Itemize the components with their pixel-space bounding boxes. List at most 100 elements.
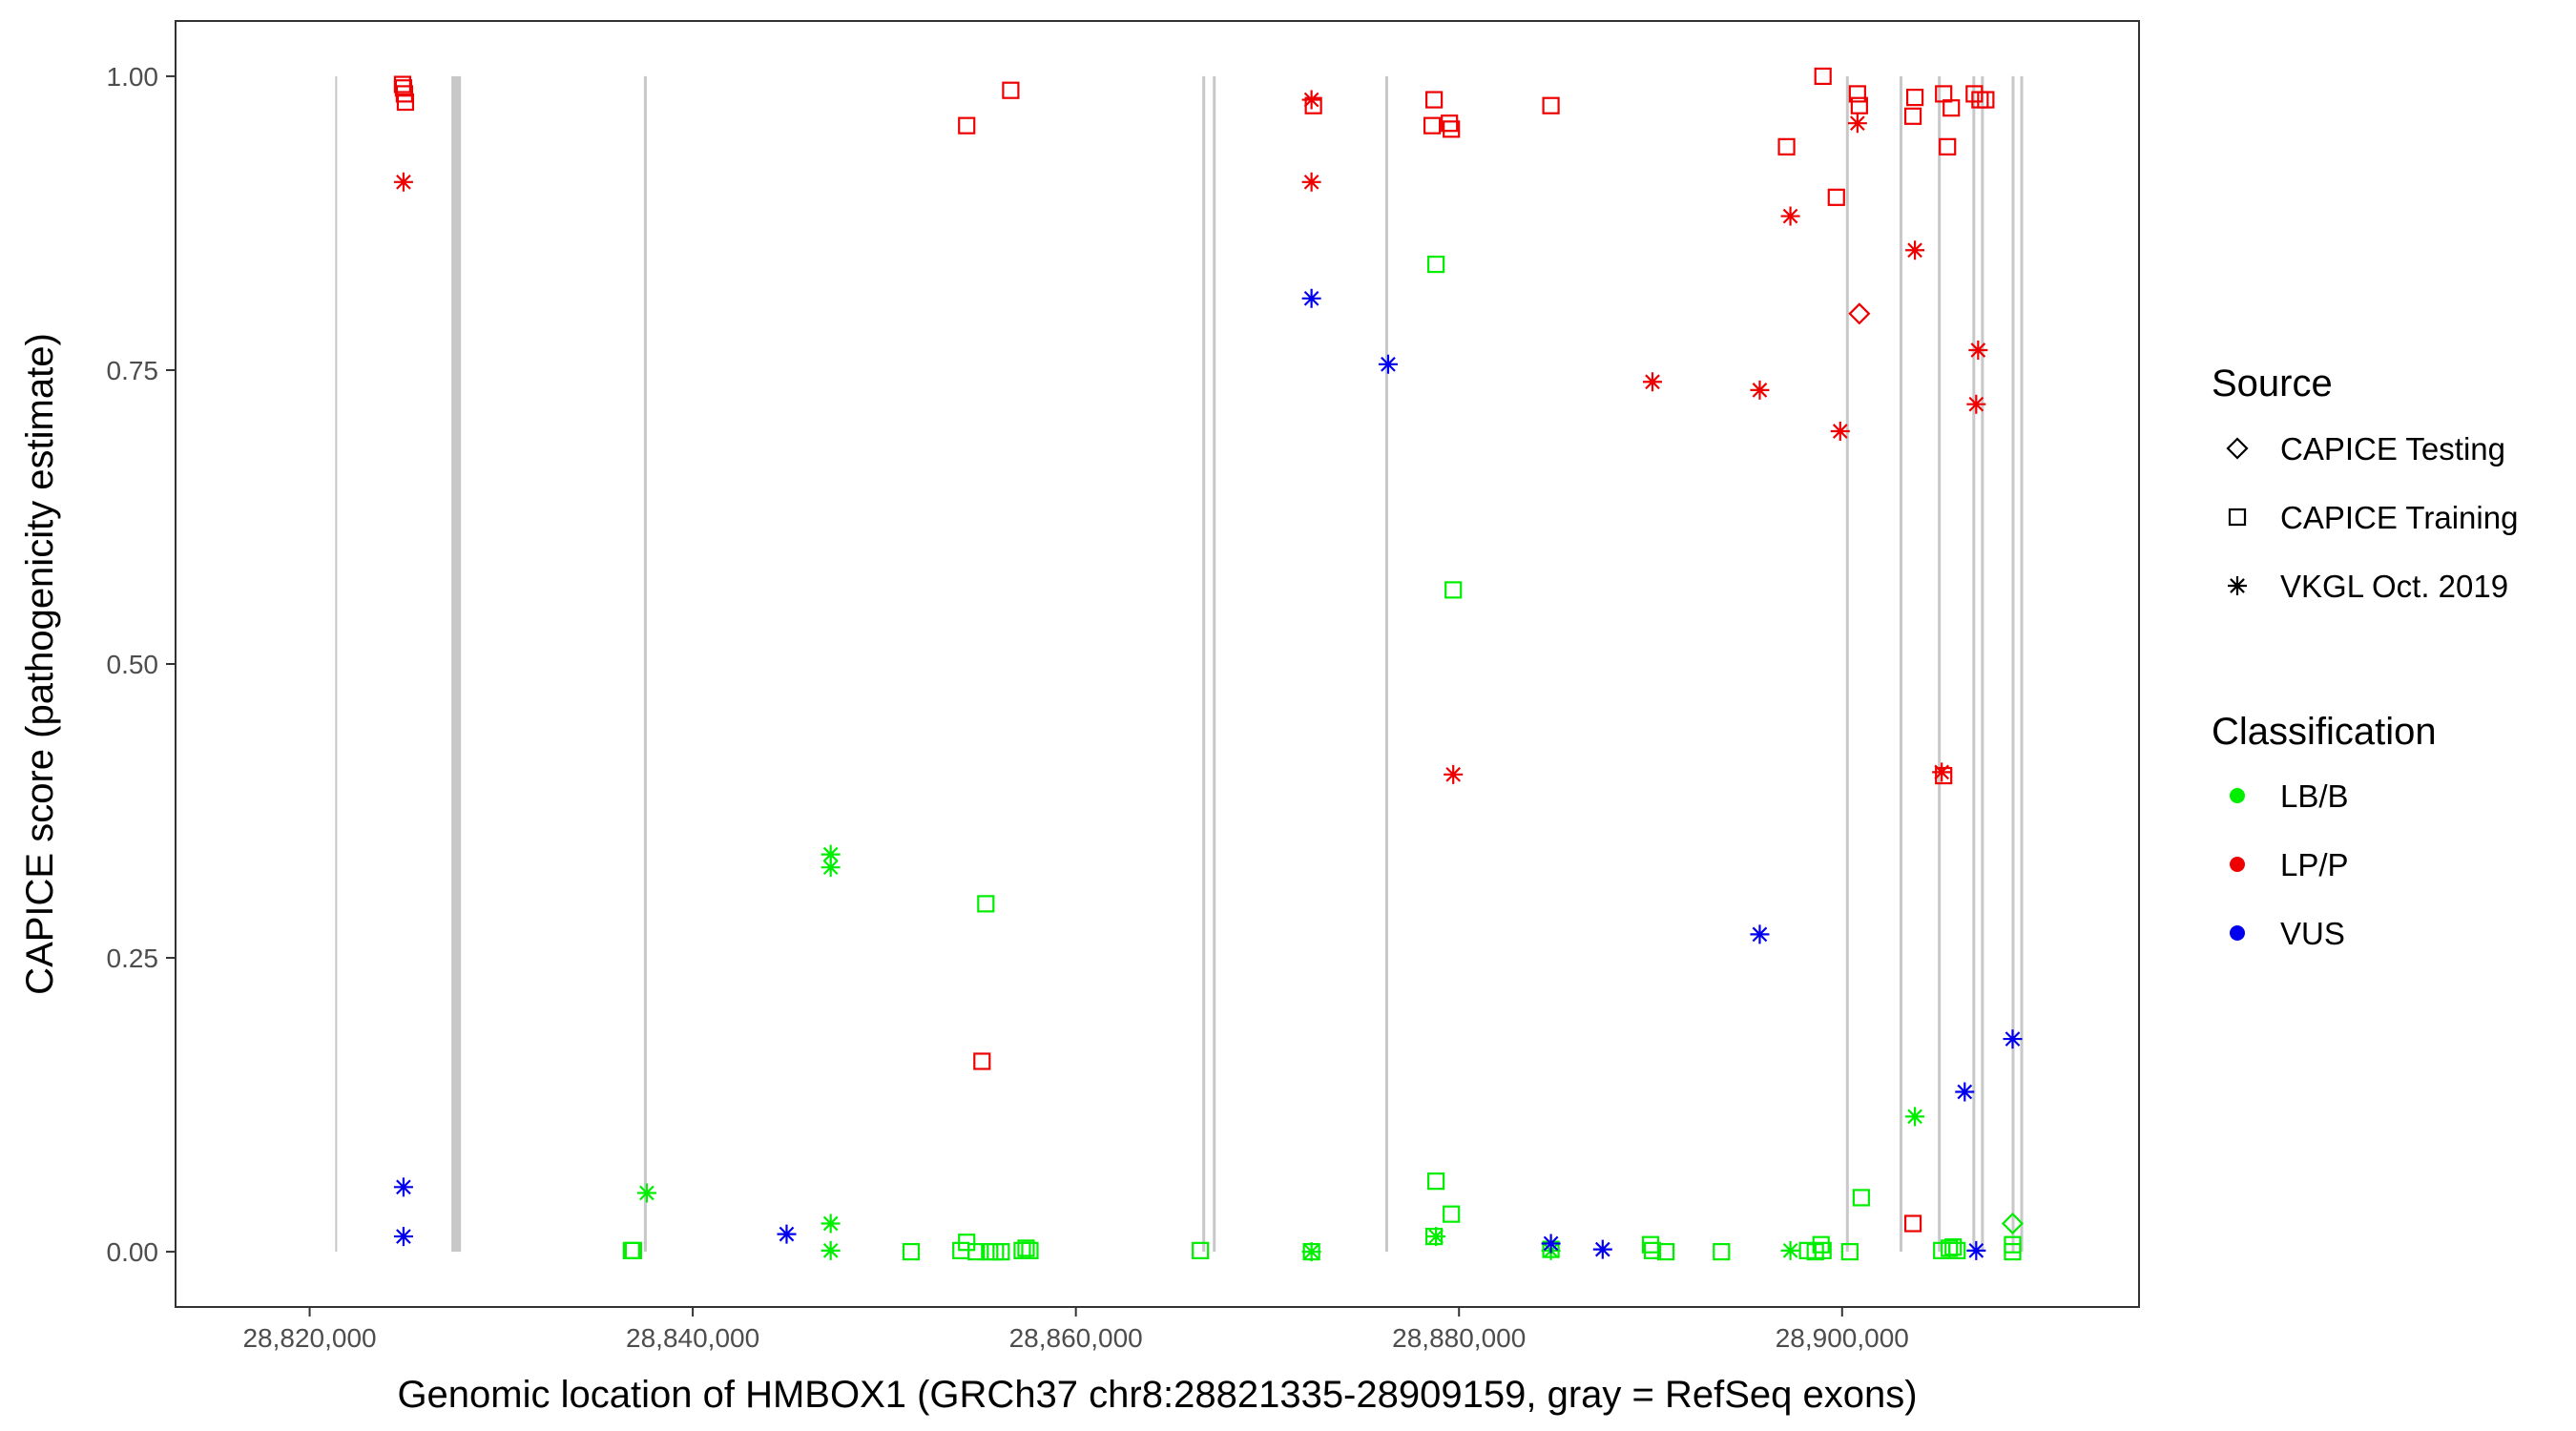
data-point — [393, 1227, 413, 1247]
data-point — [902, 1242, 921, 1261]
exon-band — [451, 75, 462, 1253]
y-tick-label: 0.50 — [107, 650, 159, 679]
data-point — [1903, 1214, 1922, 1233]
legend-source-title: Source — [2212, 363, 2333, 404]
exon-band — [1972, 75, 1976, 1253]
data-point — [624, 1241, 642, 1259]
legend-classification-title: Classification — [2212, 711, 2437, 753]
exon-band — [335, 75, 338, 1253]
y-axis-title: CAPICE score (pathogenicity estimate) — [19, 333, 61, 995]
data-point — [393, 75, 412, 93]
data-point — [958, 116, 976, 135]
data-point — [1378, 354, 1398, 374]
data-point — [1656, 1242, 1675, 1261]
data-point — [1939, 137, 1957, 156]
data-point — [1427, 255, 1445, 274]
exon-band — [1213, 75, 1216, 1253]
data-point — [821, 844, 841, 864]
data-point — [1021, 1241, 1039, 1259]
data-point — [1427, 1172, 1445, 1191]
data-point — [1840, 1242, 1859, 1261]
exon-band — [1845, 75, 1849, 1253]
data-point — [821, 858, 841, 878]
data-point — [1443, 1205, 1461, 1223]
y-tick-label: 0.75 — [107, 356, 159, 385]
data-point — [394, 79, 413, 97]
data-point — [1750, 380, 1770, 400]
data-point — [1965, 85, 1984, 103]
data-point — [1903, 107, 1922, 125]
data-point — [1935, 766, 1953, 785]
data-point — [1812, 1235, 1830, 1254]
exon-band — [1981, 75, 1984, 1253]
data-point — [1814, 1241, 1832, 1259]
data-point — [1017, 1239, 1035, 1257]
data-point — [1426, 1227, 1446, 1247]
legend-classification-label: LP/P — [2280, 847, 2349, 882]
data-point — [977, 895, 995, 913]
data-point — [1192, 1241, 1210, 1259]
data-point — [958, 1234, 976, 1252]
exon-band — [643, 75, 647, 1253]
data-point — [1848, 85, 1866, 103]
x-axis-title: Genomic location of HMBOX1 (GRCh37 chr8:… — [397, 1374, 1917, 1416]
data-point — [1905, 240, 1925, 260]
x-tick-label: 28,880,000 — [1392, 1323, 1526, 1353]
data-point — [992, 1242, 1010, 1261]
x-tick-label: 28,820,000 — [242, 1323, 376, 1353]
data-point — [821, 1213, 841, 1234]
data-point — [2003, 1029, 2023, 1049]
exon-band — [2011, 75, 2015, 1253]
legend-source-key — [2226, 437, 2249, 460]
legend-classification-key — [2230, 788, 2245, 803]
data-point — [1905, 1107, 1925, 1127]
data-point — [1750, 924, 1770, 944]
data-point — [1830, 422, 1850, 442]
legend-classification-key — [2230, 925, 2245, 941]
data-point — [1977, 91, 1995, 109]
data-point — [1942, 99, 1961, 117]
data-point — [1852, 1189, 1870, 1207]
data-point — [393, 172, 413, 192]
data-point — [1944, 1238, 1963, 1256]
data-point — [1966, 394, 1986, 414]
exon-band — [1202, 75, 1206, 1253]
data-point — [1850, 96, 1868, 114]
data-point — [987, 1242, 1005, 1261]
y-tick-label: 0.00 — [107, 1237, 159, 1267]
legend-source-items: CAPICE Testing CAPICE Training VKGL Oct. 2… — [2226, 431, 2518, 604]
data-point — [1932, 762, 1952, 782]
data-point — [1443, 120, 1461, 138]
data-point — [1643, 1241, 1662, 1259]
legend-source-key — [2228, 508, 2247, 527]
data-point — [1542, 96, 1560, 114]
x-tick-label: 28,860,000 — [1009, 1323, 1143, 1353]
data-point — [777, 1224, 797, 1244]
data-point — [1780, 206, 1800, 226]
data-point — [1966, 1240, 1986, 1260]
x-axis: 28,820,000 28,840,000 28,860,000 28,880,000… — [242, 1307, 1909, 1353]
data-point — [1425, 91, 1444, 109]
data-point — [1541, 1234, 1561, 1254]
data-point — [1847, 114, 1867, 134]
data-point — [1814, 67, 1832, 86]
legend-classification-key — [2230, 857, 2245, 872]
data-point — [1301, 1242, 1321, 1262]
exon-band — [1938, 75, 1942, 1253]
legend-source-label: CAPICE Testing — [2280, 431, 2505, 467]
exon-band — [2020, 75, 2024, 1253]
exon-band — [1384, 75, 1388, 1253]
x-tick-label: 28,840,000 — [626, 1323, 759, 1353]
data-point — [1301, 172, 1321, 192]
data-point — [1441, 114, 1459, 133]
y-tick-label: 1.00 — [107, 62, 159, 92]
y-tick-label: 0.25 — [107, 944, 159, 973]
plot-panel-border — [175, 20, 2140, 1308]
legend-source-label: CAPICE Training — [2280, 500, 2518, 535]
legend-classification-label: LB/B — [2280, 778, 2349, 814]
data-point — [1301, 90, 1321, 110]
data-point — [393, 1177, 413, 1197]
data-point — [967, 1242, 986, 1261]
data-point — [2004, 1242, 2022, 1261]
